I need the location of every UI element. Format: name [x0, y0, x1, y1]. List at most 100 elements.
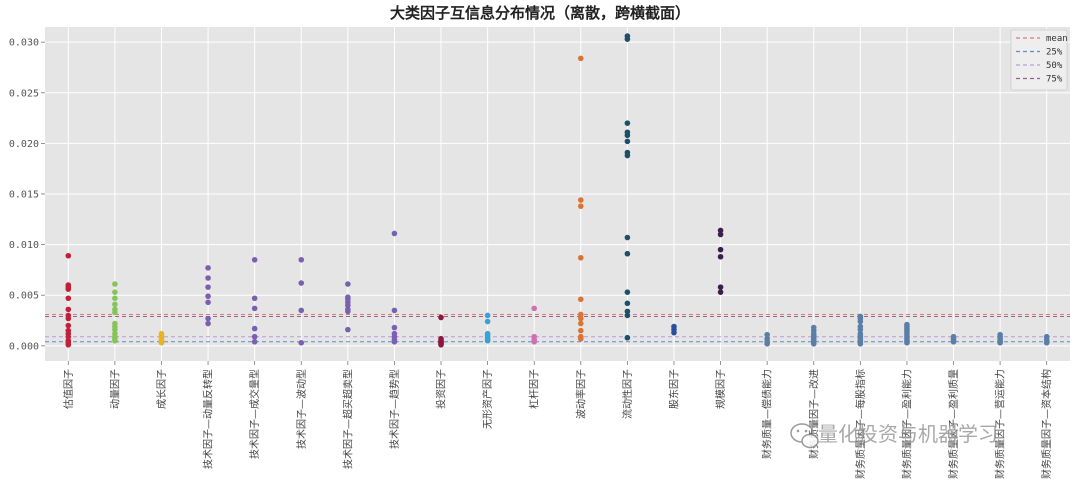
data-point	[624, 334, 631, 341]
data-point	[1043, 339, 1050, 346]
category-label: 技术因子—动量反转型	[202, 369, 215, 469]
data-point	[857, 318, 864, 325]
category-label: 财务质量因子—盈利能力	[900, 369, 913, 479]
y-tick-label: 0.015	[9, 190, 39, 201]
data-point	[577, 55, 584, 62]
data-point	[65, 322, 72, 329]
data-point	[205, 265, 211, 271]
legend-label: 50%	[1046, 61, 1063, 71]
category-label: 技术因子—成交量型	[248, 369, 261, 459]
category-label: 动量因子	[109, 369, 121, 409]
data-point	[345, 326, 351, 333]
legend-box	[1010, 29, 1068, 91]
data-point	[577, 203, 584, 209]
y-tick-label: 0.000	[9, 341, 39, 352]
category-label: 股东因子	[667, 369, 680, 409]
category-label: 财务质量因子—资本结构	[1040, 369, 1053, 479]
chart-title: 大类因子互信息分布情况（离散，跨横截面）	[390, 4, 690, 22]
category-label: 财务质量因子—盈利质量	[947, 369, 960, 479]
data-point	[112, 289, 118, 295]
data-point	[577, 327, 584, 334]
reference-lines	[45, 313, 1070, 343]
category-label: 技术因子—超买超卖型	[341, 369, 354, 469]
data-point	[624, 250, 631, 257]
data-point	[251, 338, 258, 345]
data-point	[391, 230, 398, 237]
data-point	[624, 308, 631, 315]
data-point	[531, 305, 538, 312]
data-point	[624, 36, 631, 42]
y-tick-label: 0.010	[9, 240, 39, 251]
data-point	[857, 340, 864, 347]
category-label: 估值因子	[62, 369, 75, 409]
data-point	[251, 256, 258, 263]
data-point	[65, 306, 72, 313]
data-point	[577, 335, 584, 342]
data-points	[65, 33, 1050, 348]
data-point	[205, 293, 211, 300]
category-label: 投资因子	[435, 369, 448, 409]
data-point	[484, 318, 491, 325]
y-tick-label: 0.030	[9, 38, 39, 49]
legend-label: 25%	[1046, 48, 1063, 58]
data-point	[112, 326, 118, 333]
data-point	[577, 315, 584, 322]
data-point	[112, 337, 118, 344]
data-point	[205, 320, 211, 327]
data-point	[65, 286, 72, 292]
data-point	[717, 253, 724, 260]
data-point	[345, 302, 351, 309]
y-tick-label: 0.025	[9, 88, 39, 99]
watermark-text: 量化投资与机器学习	[818, 422, 998, 446]
data-point	[298, 339, 305, 346]
data-point	[65, 342, 72, 348]
legend: mean 25% 50% 75%	[1010, 29, 1068, 91]
data-point	[298, 280, 305, 286]
data-point	[205, 315, 211, 322]
data-point	[717, 289, 724, 295]
data-point	[205, 299, 211, 306]
category-label: 规模因子	[714, 369, 727, 409]
data-point	[624, 120, 631, 126]
data-point	[764, 331, 770, 338]
legend-label: mean	[1046, 34, 1068, 44]
data-point	[624, 138, 631, 145]
data-point	[391, 307, 398, 314]
y-tick-label: 0.005	[9, 291, 39, 302]
data-point	[251, 305, 258, 312]
y-axis: 0.000 0.005 0.010 0.015 0.020 0.025 0.030	[9, 38, 45, 352]
data-point	[950, 338, 957, 345]
legend-label: 75%	[1046, 75, 1063, 85]
data-point	[577, 311, 584, 318]
data-point	[438, 342, 444, 348]
data-point	[65, 295, 72, 302]
x-axis: 估值因子 动量因子 成长因子 技术因子—动量反转型 技术因子—成交量型 技术因子—波动型 技…	[62, 361, 1053, 479]
data-point	[624, 132, 631, 139]
category-label: 财务质量因子—每股指标	[854, 369, 867, 479]
category-label: 杠杆因子	[528, 369, 541, 409]
data-point	[158, 339, 165, 346]
data-point	[112, 309, 118, 316]
data-point	[717, 227, 724, 234]
data-point	[857, 326, 864, 333]
data-point	[438, 314, 444, 321]
category-label: 流动性因子	[621, 369, 634, 419]
category-label: 财务质量—偿债能力	[761, 369, 774, 459]
category-label: 技术因子—趋势型	[388, 369, 401, 449]
data-point	[251, 333, 258, 340]
data-point	[484, 312, 491, 319]
data-point	[671, 329, 677, 336]
data-point	[112, 295, 118, 302]
data-point	[577, 197, 584, 203]
data-point	[577, 254, 584, 261]
y-tick-label: 0.020	[9, 139, 39, 150]
data-point	[717, 284, 724, 290]
wechat-icon	[790, 423, 819, 449]
data-point	[112, 281, 118, 287]
data-point	[904, 339, 910, 346]
category-label: 技术因子—波动型	[295, 369, 308, 449]
data-point	[391, 324, 398, 331]
data-point	[298, 307, 305, 314]
data-point	[764, 340, 770, 347]
data-point	[484, 337, 491, 344]
